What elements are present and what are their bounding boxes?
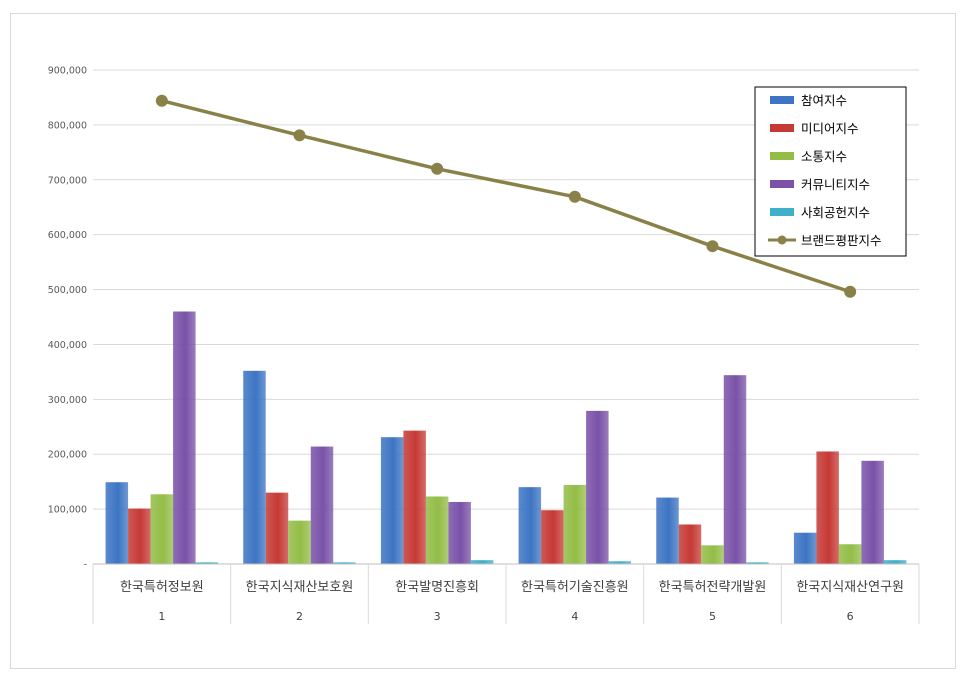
bar-1-5 bbox=[656, 497, 679, 564]
y-tick-label: 600,000 bbox=[48, 230, 87, 241]
bar-4-2 bbox=[310, 446, 334, 564]
y-tick-label: 500,000 bbox=[48, 285, 87, 296]
legend-label: 사회공헌지수 bbox=[801, 205, 870, 220]
bar-4-4 bbox=[586, 410, 609, 564]
legend-box bbox=[754, 86, 907, 257]
legend-label: 소통지수 bbox=[801, 149, 847, 164]
y-tick-label: 100,000 bbox=[48, 505, 87, 516]
legend-label: 커뮤니티지수 bbox=[801, 177, 870, 192]
category-label: 한국특허기술진흥원 bbox=[521, 580, 629, 595]
bar-4-5 bbox=[723, 375, 747, 564]
bar-2-6 bbox=[816, 451, 839, 564]
bar-3-6 bbox=[838, 544, 862, 564]
legend-label: 미디어지수 bbox=[801, 121, 859, 136]
y-tick-label: 800,000 bbox=[48, 120, 87, 131]
line-point-2 bbox=[293, 129, 306, 142]
category-label: 한국특허전략개발원 bbox=[659, 580, 767, 595]
line-point-1 bbox=[155, 94, 168, 107]
bar-2-2 bbox=[265, 492, 289, 564]
category-label: 한국지식재산보호원 bbox=[246, 580, 354, 595]
bar-2-1 bbox=[128, 508, 151, 564]
bar-3-2 bbox=[288, 520, 311, 564]
rank-label: 3 bbox=[434, 610, 441, 623]
legend-swatch bbox=[770, 96, 794, 104]
y-tick-label: - bbox=[84, 560, 87, 571]
bar-5-2 bbox=[333, 562, 356, 564]
rank-label: 5 bbox=[709, 610, 716, 623]
bar-4-1 bbox=[173, 311, 196, 564]
bar-1-1 bbox=[105, 482, 129, 564]
bar-3-3 bbox=[425, 496, 449, 564]
y-tick-label: 400,000 bbox=[48, 340, 87, 351]
category-label: 한국발명진흥회 bbox=[395, 580, 479, 595]
bar-4-6 bbox=[861, 460, 884, 564]
bar-5-4 bbox=[608, 561, 632, 564]
bar-2-4 bbox=[541, 510, 564, 564]
grid-lines bbox=[93, 69, 919, 565]
bar-3-4 bbox=[563, 484, 587, 564]
bar-1-3 bbox=[380, 437, 404, 564]
rank-label: 4 bbox=[571, 610, 578, 623]
y-tick-label: 300,000 bbox=[48, 395, 87, 406]
legend-swatch bbox=[770, 124, 794, 132]
bar-2-3 bbox=[403, 430, 426, 564]
bars bbox=[105, 311, 907, 564]
brand-reputation-chart: - 100,000 200,000 300,000 400,000 500,000 600,… bbox=[48, 66, 920, 624]
category-label: 한국특허정보원 bbox=[120, 580, 204, 595]
bar-5-3 bbox=[470, 560, 494, 564]
line-series bbox=[161, 99, 851, 294]
line-point-6 bbox=[844, 285, 857, 298]
chart-frame: - 100,000 200,000 300,000 400,000 500,000 600,… bbox=[10, 13, 956, 669]
bar-3-5 bbox=[701, 545, 724, 564]
legend-swatch bbox=[770, 152, 794, 160]
rank-label: 6 bbox=[847, 610, 854, 623]
legend-label: 브랜드평판지수 bbox=[801, 233, 882, 248]
x-axis: 한국특허정보원 1 한국지식재산보호원 2 한국발명진흥회 3 한국특허기술진흥원 4 한국특허… bbox=[92, 563, 920, 624]
bar-1-6 bbox=[793, 532, 817, 564]
bar-1-4 bbox=[518, 487, 542, 564]
legend-swatch bbox=[770, 180, 794, 188]
brand-index-line bbox=[155, 94, 857, 298]
bar-4-3 bbox=[448, 501, 471, 564]
y-axis: - 100,000 200,000 300,000 400,000 500,000 600,… bbox=[48, 66, 87, 571]
line-point-4 bbox=[568, 190, 581, 203]
line-point-5 bbox=[706, 240, 719, 253]
bar-5-1 bbox=[195, 562, 219, 564]
legend-label: 참여지수 bbox=[801, 93, 847, 108]
bar-5-5 bbox=[746, 562, 769, 564]
line-point-3 bbox=[431, 162, 444, 175]
y-tick-label: 900,000 bbox=[48, 66, 87, 77]
bar-1-2 bbox=[243, 370, 266, 564]
y-tick-label: 200,000 bbox=[48, 450, 87, 461]
bar-5-6 bbox=[883, 560, 907, 564]
bar-2-5 bbox=[678, 524, 702, 564]
legend-swatch-marker bbox=[777, 235, 787, 245]
category-label: 한국지식재산연구원 bbox=[796, 580, 904, 595]
rank-label: 1 bbox=[158, 610, 165, 623]
y-tick-label: 700,000 bbox=[48, 175, 87, 186]
legend-swatch bbox=[770, 208, 794, 216]
rank-label: 2 bbox=[296, 610, 303, 623]
bar-3-1 bbox=[150, 494, 174, 564]
